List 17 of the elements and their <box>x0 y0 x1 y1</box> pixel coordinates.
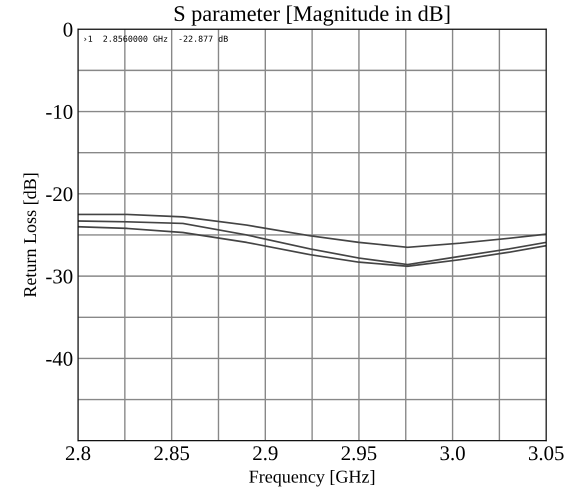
y-tick-label: -30 <box>46 270 72 284</box>
x-tick-label: 3.0 <box>440 446 465 460</box>
annotation: ›1 2.8560000 GHz -22.877 dB <box>84 35 228 42</box>
y-tick-label: 0 <box>64 22 72 37</box>
y-axis-title: Return Loss [dB] <box>23 174 38 298</box>
x-tick-label: 2.8 <box>66 446 90 460</box>
line-series <box>78 220 546 266</box>
x-tick-label: 2.9 <box>253 446 278 460</box>
x-tick-label: 3.05 <box>528 446 564 460</box>
x-axis-title: Frequency [GHz] <box>249 470 374 486</box>
line-series <box>78 214 546 248</box>
x-tick-label: 2.95 <box>342 446 376 460</box>
y-tick-label: -40 <box>46 352 72 366</box>
chart-title: S parameter [Magnitude in dB] <box>174 5 450 26</box>
x-tick-label: 2.85 <box>154 446 190 460</box>
y-tick-label: -20 <box>46 187 72 202</box>
y-tick-label: -10 <box>46 104 72 119</box>
